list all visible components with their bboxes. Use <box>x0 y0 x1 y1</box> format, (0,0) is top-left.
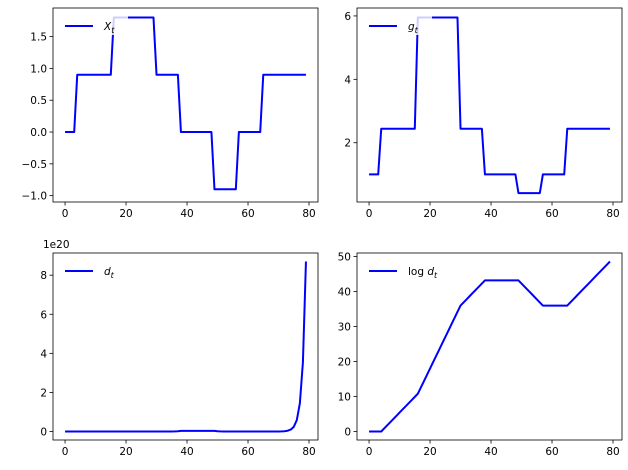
x-tick-label: 80 <box>606 446 619 458</box>
x-tick-label: 60 <box>241 446 254 458</box>
x-tick-label: 40 <box>180 446 193 458</box>
x-tick-label: 80 <box>606 208 619 220</box>
x-tick-label: 60 <box>241 208 254 220</box>
y-tick-label: 20 <box>338 357 351 369</box>
series-line <box>65 261 307 433</box>
legend-box <box>58 13 128 35</box>
legend-label: dt <box>104 266 115 280</box>
y-tick-label: 50 <box>338 252 351 264</box>
offset-text: 1e20 <box>43 239 70 251</box>
y-tick-label: 10 <box>338 392 351 404</box>
x-tick-label: 0 <box>62 446 69 458</box>
y-tick-label: 4 <box>40 348 47 360</box>
x-tick-label: 80 <box>302 208 315 220</box>
legend-label: log dt <box>408 266 438 280</box>
y-tick-label: 1.5 <box>30 32 47 44</box>
y-tick-label: 6 <box>344 11 351 23</box>
axes-frame <box>52 7 319 203</box>
legend-label: Xt <box>103 21 115 35</box>
y-tick-label: 2 <box>40 387 47 399</box>
x-tick-label: 0 <box>62 208 69 220</box>
series-line <box>369 260 611 433</box>
series-line <box>65 16 306 191</box>
x-tick-label: 60 <box>545 208 558 220</box>
x-tick-label: 60 <box>545 446 558 458</box>
y-tick-label: 0.0 <box>30 127 47 139</box>
y-tick-label: 0 <box>40 427 47 439</box>
x-tick-label: 80 <box>302 446 315 458</box>
legend-label: gt <box>408 21 419 35</box>
legend-box <box>362 13 432 35</box>
y-tick-label: 40 <box>338 287 351 299</box>
x-tick-label: 40 <box>484 208 497 220</box>
x-tick-label: 0 <box>366 208 373 220</box>
axes-frame <box>356 252 623 441</box>
y-tick-label: 1.0 <box>30 63 47 75</box>
x-tick-label: 20 <box>423 446 436 458</box>
axes-frame <box>52 252 319 441</box>
legend-box <box>362 258 432 280</box>
y-tick-label: 4 <box>344 74 351 86</box>
y-tick-label: −0.5 <box>22 159 48 171</box>
x-tick-label: 20 <box>423 208 436 220</box>
x-tick-label: 0 <box>366 446 373 458</box>
x-tick-label: 40 <box>484 446 497 458</box>
x-tick-label: 20 <box>119 446 132 458</box>
x-tick-label: 40 <box>180 208 193 220</box>
y-tick-label: 30 <box>338 322 351 334</box>
series-line <box>369 16 610 195</box>
y-tick-label: 0.5 <box>30 95 47 107</box>
x-tick-label: 20 <box>119 208 132 220</box>
y-tick-label: 8 <box>40 270 47 282</box>
y-tick-label: −1.0 <box>22 191 48 203</box>
axes-frame <box>356 7 623 203</box>
y-tick-label: 2 <box>344 138 351 150</box>
legend-box <box>58 258 128 280</box>
y-tick-label: 0 <box>344 427 351 439</box>
y-tick-label: 6 <box>40 309 47 321</box>
